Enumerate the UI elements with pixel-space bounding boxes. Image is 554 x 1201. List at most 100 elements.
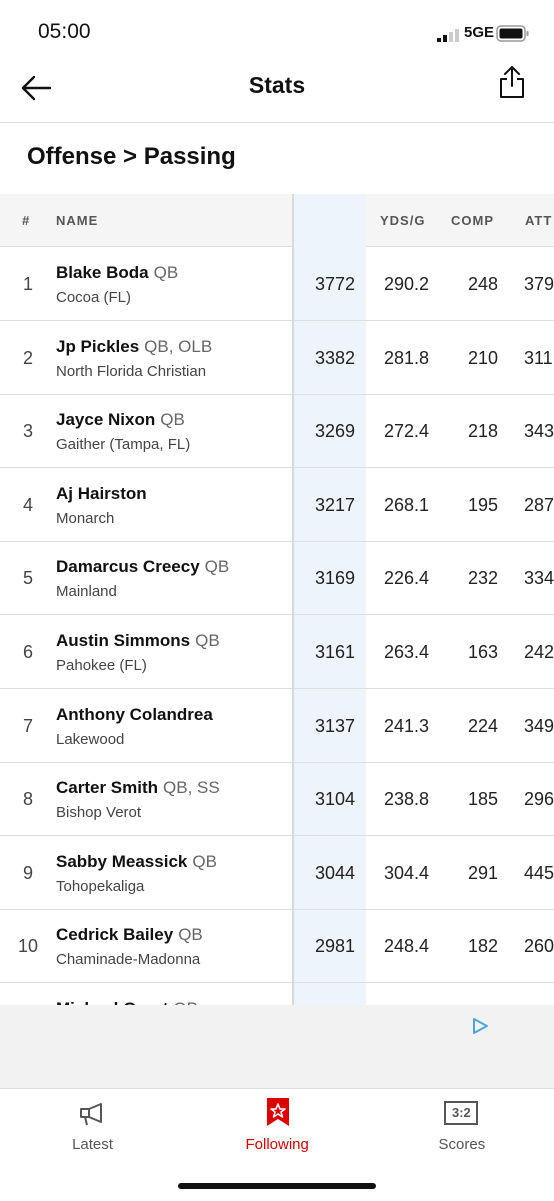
player-positions: QB [178, 925, 203, 945]
tab-1[interactable]: Following [185, 1089, 370, 1169]
stat-comp: 224 [467, 715, 498, 736]
name-line: Aj Hairston [56, 484, 147, 504]
school: Tohopekaliga [56, 877, 145, 895]
stat-yds: 3161 [314, 642, 355, 662]
player-positions: QB [160, 410, 185, 430]
stat-yds-per-game: 290.2 [383, 274, 429, 294]
stat-yds: 3137 [314, 715, 355, 736]
player-positions: QB [173, 999, 198, 1005]
stat-yds-per-game: 272.4 [383, 421, 429, 442]
rank: 1 [22, 274, 33, 294]
stat-att: 260 [524, 936, 554, 957]
stat-yds-per-game: 226.4 [383, 568, 429, 589]
player-row[interactable]: 2 Jp Pickles QB, OLB North Florida Christia… [0, 321, 554, 395]
player-name: Carter Smith [56, 778, 159, 798]
stat-yds: 3382 [314, 347, 355, 368]
back-button[interactable] [20, 74, 54, 102]
stat-yds-per-game: 238.8 [383, 789, 429, 810]
name-line: Damarcus Creecy QB [56, 557, 229, 577]
battery-icon [496, 25, 529, 42]
stat-att: 296 [524, 789, 554, 810]
column-header[interactable]: ATT [525, 213, 553, 228]
stat-yds-per-game: 281.8 [383, 347, 429, 368]
player-row[interactable]: 1 Blake Boda QB Cocoa (FL) 3772 290.2 248 379 [0, 247, 554, 321]
player-positions: QB [192, 851, 217, 871]
tab-icon-text: 3:2 [451, 1105, 471, 1120]
stat-yds: 3169 [314, 568, 355, 589]
stat-comp: 291 [467, 862, 498, 883]
stat-att: 343 [524, 421, 554, 442]
stat-att: 334 [524, 568, 554, 589]
player-name: Michael Grant [56, 999, 168, 1005]
player-row[interactable]: 4 Aj Hairston Monarch 3217 268.1 195 287 [0, 468, 554, 542]
player-name: Sabby Meassick [56, 851, 188, 871]
column-header[interactable]: YDS/G [380, 213, 426, 228]
status-time: 05:00 [38, 20, 91, 43]
name-line: Anthony Colandrea [56, 705, 213, 725]
player-positions: QB [204, 557, 230, 577]
player-row[interactable]: 10 Cedrick Bailey QB Chaminade-Madonna 2981 2… [0, 909, 554, 984]
signal-icon [437, 29, 459, 42]
player-row[interactable]: 8 Carter Smith QB, SS Bishop Verot 3104 238.8… [0, 762, 554, 837]
stat-yds-per-game: 263.4 [383, 642, 429, 662]
name-line: Jp Pickles QB, OLB [56, 337, 212, 357]
network-label: 5GE [464, 24, 495, 41]
player-name: Aj Hairston [56, 483, 147, 503]
school: Gaither (Tampa, FL) [56, 436, 191, 454]
stat-att: 379 [524, 274, 554, 294]
player-row[interactable]: 9 Sabby Meassick QB Tohopekaliga 3044 304.4 29… [0, 836, 554, 910]
tab-label: Scores [438, 1136, 486, 1153]
stat-att: 445 [524, 862, 554, 883]
rank: 4 [22, 494, 33, 515]
player-row[interactable]: 6 Austin Simmons QB Pahokee (FL) 3161 263.4 16… [0, 615, 554, 689]
school: Cocoa (FL) [56, 289, 132, 306]
stat-yds: 2981 [314, 936, 355, 957]
rank: 10 [17, 936, 39, 957]
tab-icon [444, 1101, 479, 1125]
name-line: Carter Smith QB, SS [56, 778, 220, 798]
player-name: Cedrick Bailey [56, 925, 174, 945]
rank: 6 [22, 642, 33, 662]
divider [0, 122, 554, 123]
stat-comp: 182 [467, 936, 498, 957]
stat-comp: 248 [467, 274, 498, 294]
player-row[interactable]: 5 Damarcus Creecy QB Mainland 3169 226.4 232 33… [0, 541, 554, 616]
rank: 5 [22, 568, 33, 589]
stat-yds: 3772 [314, 274, 355, 294]
name-line: Michael Grant QB [56, 999, 198, 1005]
player-row[interactable]: Michael Grant QB [0, 983, 554, 1005]
school: Monarch [56, 509, 115, 527]
tab-2[interactable]: 3:2 Scores [369, 1089, 554, 1169]
tab-0[interactable]: Latest [0, 1089, 185, 1169]
ad-choices-icon[interactable] [470, 1017, 490, 1035]
stat-yds-per-game: 248.4 [383, 936, 429, 957]
player-positions: QB, OLB [144, 336, 213, 356]
share-button[interactable] [497, 64, 527, 100]
school: Pahokee (FL) [56, 657, 147, 674]
player-row[interactable]: 3 Jayce Nixon QB Gaither (Tampa, FL) 3269 272… [0, 394, 554, 469]
school: Chaminade-Madonna [56, 951, 201, 969]
stat-yds-per-game: 241.3 [383, 715, 429, 736]
player-name: Jayce Nixon [56, 410, 156, 430]
rank: 9 [22, 862, 33, 883]
home-indicator [178, 1183, 376, 1189]
column-header[interactable]: COMP [451, 213, 494, 228]
stat-att: 349 [524, 715, 554, 736]
tab-label: Latest [72, 1136, 113, 1153]
header-title: Stats [248, 72, 306, 98]
player-positions: QB, SS [163, 778, 220, 798]
stat-yds: 3044 [314, 862, 355, 883]
player-row[interactable]: 7 Anthony Colandrea Lakewood 3137 241.3 224 34… [0, 689, 554, 763]
stat-yds: 3269 [314, 421, 355, 442]
column-header: # [22, 213, 31, 228]
name-line: Austin Simmons QB [56, 631, 220, 651]
ad-banner[interactable] [0, 1005, 554, 1088]
stat-yds-per-game: 268.1 [383, 494, 429, 515]
stat-comp: 210 [467, 347, 498, 368]
player-positions: QB [195, 631, 220, 650]
name-line: Jayce Nixon QB [56, 410, 185, 430]
stat-comp: 163 [467, 642, 498, 662]
